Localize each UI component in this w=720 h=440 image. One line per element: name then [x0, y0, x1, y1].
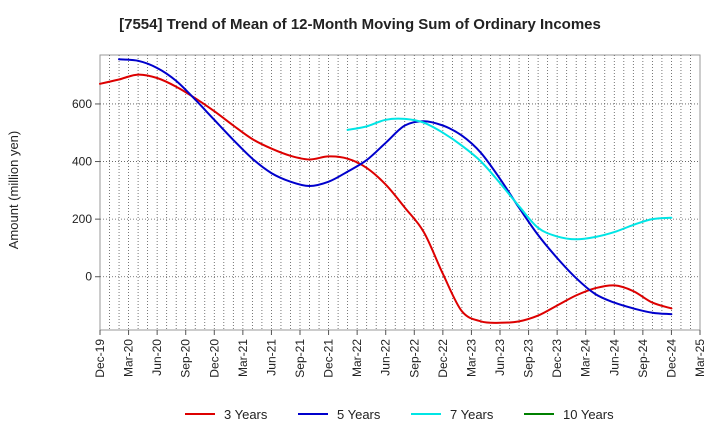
- y-axis-ticks: 0 200 400 600: [72, 97, 100, 284]
- x-tick-label: Dec-24: [664, 339, 678, 378]
- x-tick-label: Sep-23: [522, 339, 536, 378]
- series-lines: [99, 58, 673, 324]
- y-tick-label: 600: [72, 97, 92, 111]
- legend-label-5-years: 5 Years: [337, 407, 381, 422]
- x-tick-label: Mar-22: [350, 339, 364, 377]
- x-tick-label: Dec-20: [207, 339, 221, 378]
- x-tick-label: Mar-21: [236, 339, 250, 377]
- x-tick-label: Dec-23: [550, 339, 564, 378]
- x-tick-label: Dec-19: [93, 339, 107, 378]
- x-tick-label: Sep-21: [293, 339, 307, 378]
- x-tick-label: Jun-20: [150, 339, 164, 376]
- x-tick-label: Dec-21: [322, 339, 336, 378]
- y-tick-label: 400: [72, 155, 92, 169]
- x-tick-label: Sep-22: [407, 339, 421, 378]
- x-tick-label: Sep-20: [179, 339, 193, 378]
- x-tick-label: Mar-20: [122, 339, 136, 377]
- x-tick-label: Mar-25: [693, 339, 707, 377]
- x-tick-label: Jun-22: [379, 339, 393, 376]
- legend: 3 Years 5 Years 7 Years 10 Years: [185, 407, 614, 422]
- x-axis-ticks: Dec-19 Mar-20 Jun-20 Sep-20 Dec-20 Mar-21 Jun-…: [93, 330, 707, 378]
- x-tick-label: Sep-24: [636, 339, 650, 378]
- x-tick-label: Mar-24: [579, 339, 593, 377]
- y-tick-label: 200: [72, 212, 92, 226]
- x-tick-label: Mar-23: [464, 339, 478, 377]
- chart-title: [7554] Trend of Mean of 12-Month Moving …: [119, 16, 601, 33]
- legend-label-3-years: 3 Years: [224, 407, 268, 422]
- x-tick-label: Dec-22: [436, 339, 450, 378]
- legend-label-7-years: 7 Years: [450, 407, 494, 422]
- x-tick-label: Jun-21: [264, 339, 278, 376]
- x-tick-label: Jun-24: [607, 339, 621, 376]
- y-axis-label: Amount (million yen): [6, 131, 21, 250]
- x-tick-label: Jun-23: [493, 339, 507, 376]
- y-tick-label: 0: [85, 270, 92, 284]
- plot-area: [99, 54, 701, 331]
- series-line-7-years: [346, 117, 673, 241]
- series-line-5-years: [118, 58, 673, 316]
- legend-label-10-years: 10 Years: [563, 407, 614, 422]
